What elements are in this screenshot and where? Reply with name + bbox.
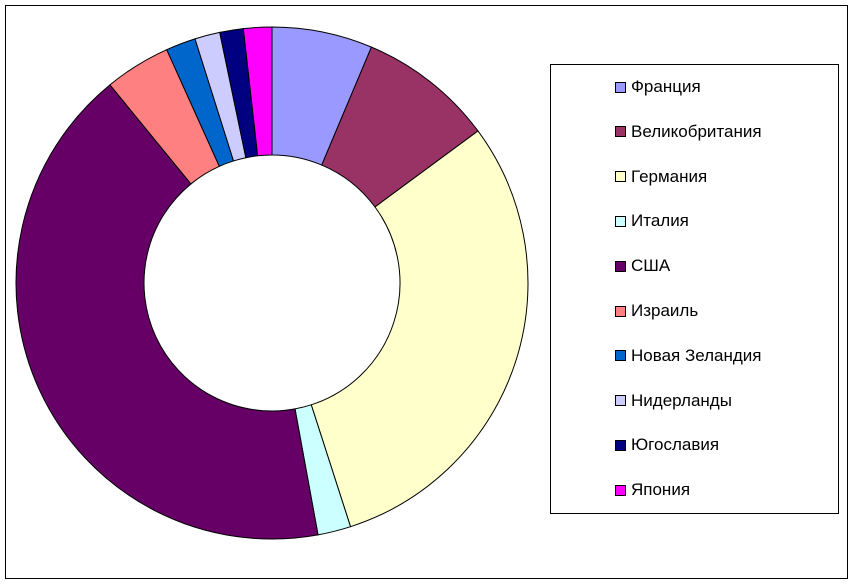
chart-area: Франция Великобритания Германия Италия США Из…: [5, 5, 848, 579]
legend-label: Великобритания: [631, 121, 762, 141]
legend-label: Израиль: [631, 301, 699, 320]
legend-swatch: [615, 484, 626, 496]
legend-label: США: [631, 256, 671, 276]
legend-swatch: [615, 395, 626, 407]
legend-item: США: [615, 256, 670, 276]
legend: Франция Великобритания Германия Италия США Из…: [550, 64, 839, 514]
legend-swatch: [615, 171, 626, 183]
donut-slice: [310, 130, 529, 528]
legend-item: Новая Зеландия: [615, 346, 762, 366]
legend-item: Италия: [615, 211, 689, 231]
legend-label: Германия: [631, 166, 708, 186]
legend-label: Франция: [631, 77, 701, 96]
legend-swatch: [615, 305, 626, 317]
legend-swatch: [615, 126, 626, 138]
legend-item: Израиль: [615, 301, 698, 321]
legend-item: Япония: [615, 480, 690, 500]
legend-label: Югославия: [631, 435, 720, 455]
legend-label: Нидерланды: [631, 390, 732, 410]
legend-swatch: [615, 439, 626, 451]
legend-label: Новая Зеландия: [631, 345, 762, 365]
legend-item: Великобритания: [615, 122, 762, 142]
legend-label: Италия: [631, 211, 689, 231]
donut-slice: [15, 84, 319, 540]
donut-slice: [242, 26, 273, 157]
donut-chart: [15, 26, 529, 540]
legend-swatch: [615, 260, 626, 272]
legend-swatch: [615, 350, 626, 362]
legend-item: Германия: [615, 167, 707, 187]
legend-item: Югославия: [615, 435, 719, 455]
legend-item: Нидерланды: [615, 391, 732, 411]
legend-label: Япония: [631, 480, 691, 500]
legend-swatch: [615, 215, 626, 227]
legend-swatch: [615, 81, 626, 93]
legend-item: Франция: [615, 77, 701, 97]
